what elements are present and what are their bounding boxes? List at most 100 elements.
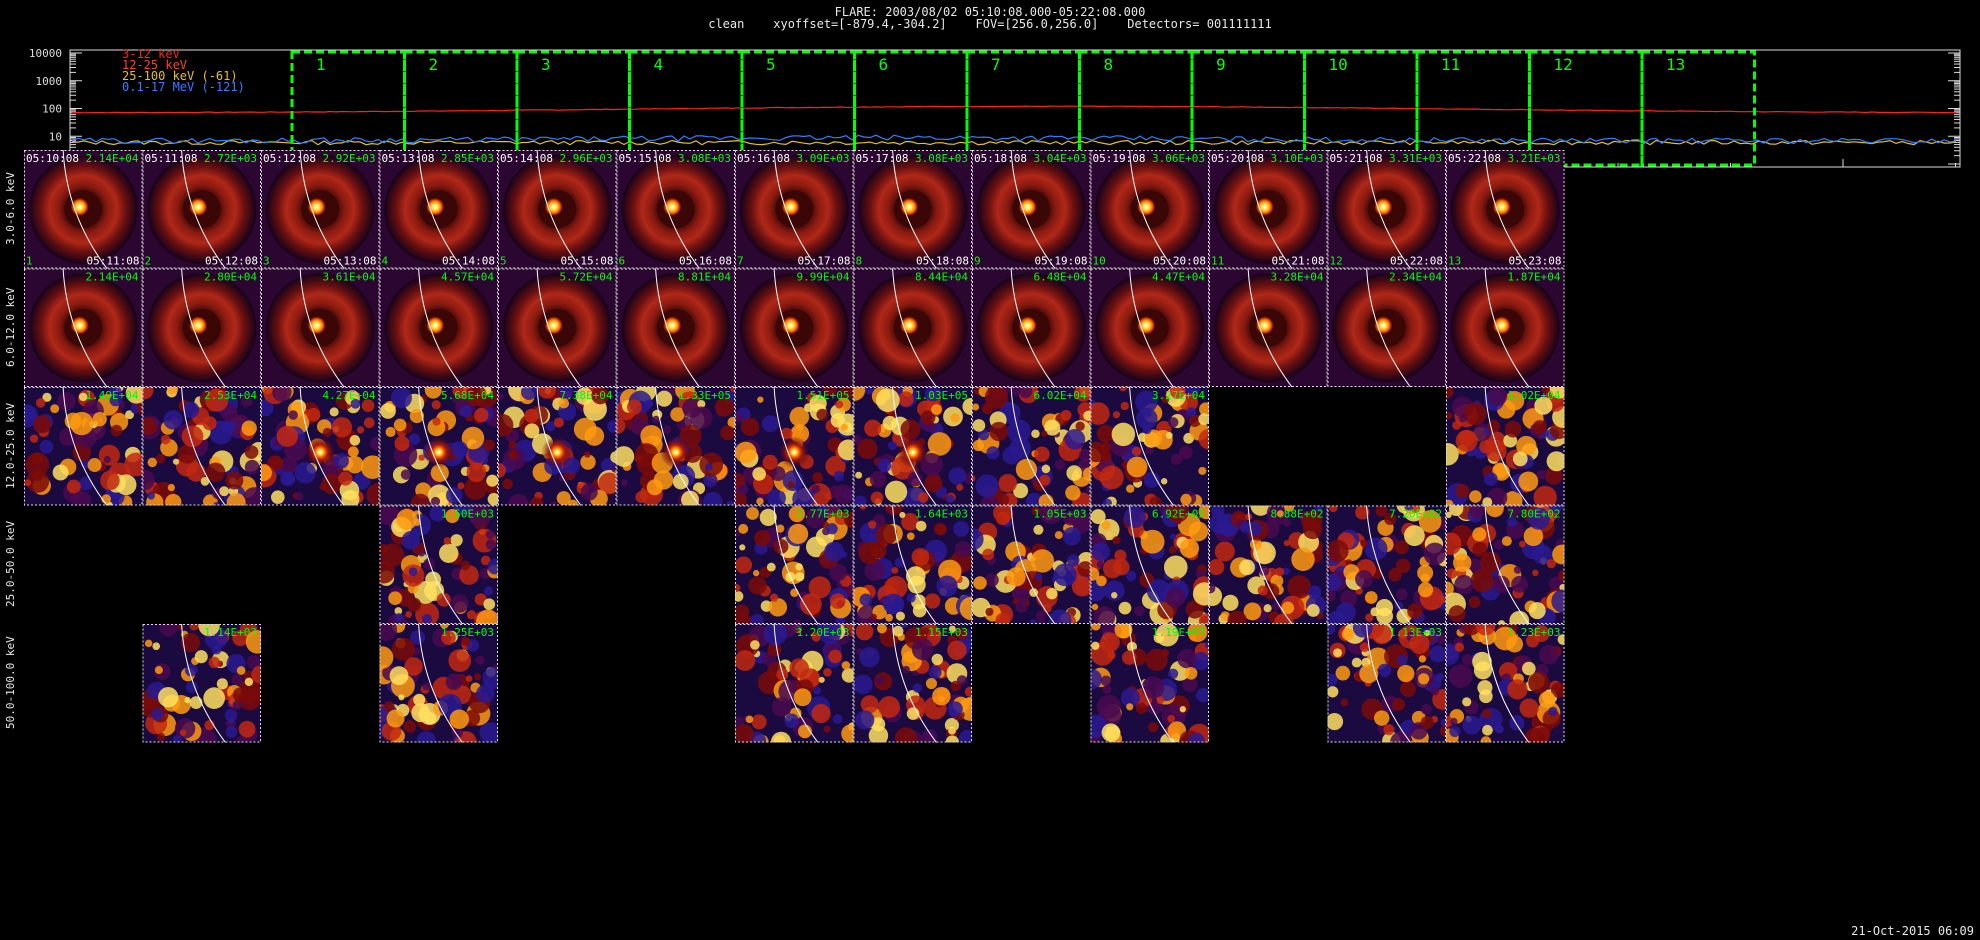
- solar-limb: [181, 150, 226, 269]
- peak-value: 3.28E+04: [1271, 271, 1324, 284]
- interval-label: 6: [879, 55, 889, 74]
- interval-box: [1528, 50, 1644, 167]
- flare-source: [781, 316, 800, 335]
- interval-index: 9: [974, 255, 981, 268]
- solar-limb: [892, 624, 937, 743]
- solar-limb: [299, 268, 345, 387]
- interval-label: 2: [429, 55, 439, 74]
- image-cell: 8.88E+02: [1209, 505, 1328, 624]
- flare-source: [307, 197, 326, 216]
- flare-source: [1492, 316, 1511, 335]
- flare-source: [544, 316, 563, 335]
- end-time: 05:13:08: [324, 255, 377, 268]
- plot-title: FLARE: 2003/08/02 05:10:08.000-05:22:08.…: [834, 5, 1146, 19]
- cell-border: [261, 387, 380, 506]
- start-time: 05:17:08: [856, 152, 909, 165]
- interval-label: 7: [991, 55, 1001, 74]
- flare-source: [1255, 316, 1274, 335]
- image-cell: 1.13E+03: [1327, 624, 1446, 743]
- cell-border: [1090, 150, 1209, 269]
- flare-source: [781, 197, 800, 216]
- end-time: 05:12:08: [205, 255, 258, 268]
- flare-source: [70, 197, 89, 216]
- image-cell: 4.47E+04: [1090, 268, 1209, 387]
- solar-limb: [1010, 268, 1056, 387]
- peak-value: 1.51E+05: [797, 389, 850, 402]
- flare-source: [189, 316, 208, 335]
- cell-border: [616, 387, 735, 506]
- cell-border: [853, 387, 972, 506]
- start-time: 05:11:08: [145, 152, 198, 165]
- cell-border: [379, 624, 498, 743]
- image-cell: 1.23E+03: [1446, 624, 1565, 743]
- peak-value: 2.53E+04: [204, 389, 257, 402]
- peak-value: 3.08E+03: [915, 152, 968, 165]
- solar-limb: [1484, 268, 1530, 387]
- peak-value: 3.21E+03: [1508, 152, 1561, 165]
- interval-index: 10: [1093, 255, 1106, 268]
- cell-border: [498, 387, 617, 506]
- image-cell: 1.14E+03: [142, 624, 261, 743]
- flare-source: [426, 316, 445, 335]
- solar-limb: [1484, 505, 1530, 624]
- cell-border: [616, 150, 735, 269]
- peak-value: 1.02E+04: [1508, 389, 1561, 402]
- peak-value: 1.25E+03: [441, 626, 494, 639]
- peak-value: 6.48E+04: [1034, 271, 1087, 284]
- plot-subtitle: clean xyoffset=[-879.4,-304.2] FOV=[256.…: [708, 17, 1272, 31]
- interval-label: 12: [1554, 55, 1573, 74]
- end-time: 05:21:08: [1272, 255, 1325, 268]
- peak-value: 2.72E+03: [204, 152, 257, 165]
- end-time: 05:17:08: [798, 255, 851, 268]
- start-time: 05:22:08: [1448, 152, 1501, 165]
- cell-border: [379, 150, 498, 269]
- flare-source: [668, 445, 683, 460]
- peak-value: 1.14E+03: [204, 626, 257, 639]
- cell-border: [1090, 624, 1209, 743]
- cell-border: [24, 150, 143, 269]
- cell-border: [853, 150, 972, 269]
- interval-label: 9: [1216, 55, 1226, 74]
- solar-limb: [299, 387, 345, 506]
- end-time: 05:23:08: [1509, 255, 1562, 268]
- solar-limb: [1010, 150, 1056, 269]
- flare-source: [189, 197, 208, 216]
- image-cell: 1.25E+03: [379, 624, 498, 743]
- image-cell: 7.20E+02: [1327, 505, 1446, 624]
- image-cell: 3.06E+03 05:19:08 05:20:08 10: [1090, 150, 1209, 269]
- image-cell: 5.72E+04: [498, 268, 617, 387]
- solar-limb: [1366, 505, 1411, 624]
- solar-limb: [773, 268, 819, 387]
- cell-border: [735, 505, 854, 624]
- solar-limb: [892, 268, 937, 387]
- cell-border: [972, 268, 1091, 387]
- image-cell: 3.31E+03 05:21:08 05:22:08 12: [1327, 150, 1446, 269]
- flare-source: [1018, 197, 1037, 216]
- peak-value: 3.31E+03: [1389, 152, 1442, 165]
- flare-source: [663, 197, 682, 216]
- peak-value: 4.57E+04: [441, 271, 494, 284]
- interval-label: 8: [1104, 55, 1114, 74]
- image-cell: 1.03E+05: [853, 387, 972, 506]
- flare-source: [663, 316, 682, 335]
- cell-border: [142, 150, 261, 269]
- cell-border: [972, 387, 1091, 506]
- peak-value: 3.61E+04: [323, 271, 376, 284]
- peak-value: 2.14E+04: [86, 271, 139, 284]
- peak-value: 8.44E+04: [915, 271, 968, 284]
- image-cell: 1.51E+05: [735, 387, 854, 506]
- image-cell: 2.14E+04 05:10:08 05:11:08 1: [24, 150, 143, 269]
- image-cell: 1.20E+03: [735, 624, 854, 743]
- peak-value: 2.80E+04: [204, 271, 257, 284]
- solar-limb: [62, 387, 108, 506]
- cell-border: [853, 505, 972, 624]
- interval-index: 6: [619, 255, 626, 268]
- cell-border: [1327, 624, 1446, 743]
- solar-limb: [536, 387, 582, 506]
- lightcurve-plot: 10000100010010105:1205:1605:2005:243-12 …: [29, 47, 1961, 168]
- solar-limb: [299, 150, 345, 269]
- image-cell: 3.10E+03 05:20:08 05:21:08 11: [1209, 150, 1328, 269]
- peak-value: 3.09E+03: [797, 152, 850, 165]
- solar-limb: [1129, 624, 1174, 743]
- cell-border: [379, 505, 498, 624]
